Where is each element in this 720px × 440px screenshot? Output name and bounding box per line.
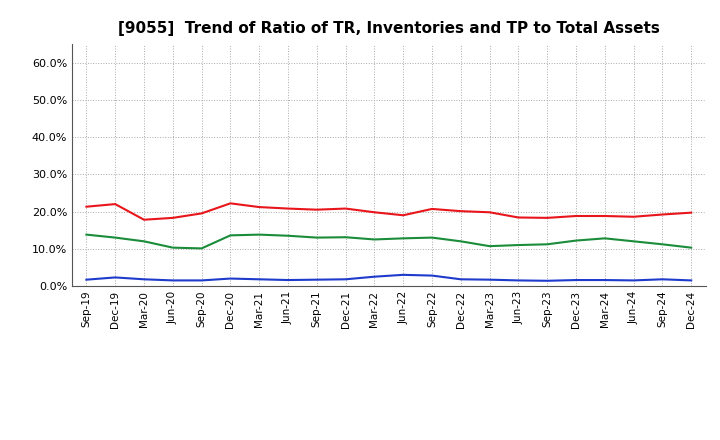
Inventories [687, 278, 696, 283]
Trade Receivables [197, 211, 206, 216]
Trade Receivables [370, 209, 379, 215]
Trade Payables [111, 235, 120, 240]
Trade Receivables [687, 210, 696, 215]
Inventories [312, 277, 321, 282]
Inventories [284, 277, 292, 282]
Inventories [226, 276, 235, 281]
Trade Payables [82, 232, 91, 237]
Trade Receivables [485, 209, 494, 215]
Trade Payables [226, 233, 235, 238]
Trade Payables [341, 235, 350, 240]
Trade Payables [140, 238, 148, 244]
Trade Payables [370, 237, 379, 242]
Trade Receivables [456, 209, 465, 214]
Inventories [255, 277, 264, 282]
Inventories [514, 278, 523, 283]
Trade Receivables [284, 206, 292, 211]
Inventories [399, 272, 408, 278]
Trade Receivables [629, 214, 638, 220]
Trade Receivables [341, 206, 350, 211]
Inventories [140, 277, 148, 282]
Inventories [658, 277, 667, 282]
Trade Payables [485, 243, 494, 249]
Trade Payables [658, 242, 667, 247]
Trade Payables [399, 236, 408, 241]
Line: Trade Receivables: Trade Receivables [86, 203, 691, 220]
Inventories [82, 277, 91, 282]
Trade Receivables [658, 212, 667, 217]
Inventories [428, 273, 436, 278]
Trade Payables [284, 233, 292, 238]
Trade Payables [168, 245, 177, 250]
Trade Receivables [600, 213, 609, 219]
Trade Payables [543, 242, 552, 247]
Trade Receivables [168, 215, 177, 220]
Trade Payables [312, 235, 321, 240]
Title: [9055]  Trend of Ratio of TR, Inventories and TP to Total Assets: [9055] Trend of Ratio of TR, Inventories… [118, 21, 660, 36]
Trade Receivables [111, 202, 120, 207]
Inventories [543, 278, 552, 283]
Trade Payables [255, 232, 264, 237]
Trade Payables [428, 235, 436, 240]
Trade Payables [572, 238, 580, 243]
Line: Trade Payables: Trade Payables [86, 235, 691, 249]
Inventories [600, 277, 609, 282]
Trade Receivables [572, 213, 580, 219]
Inventories [168, 278, 177, 283]
Trade Payables [629, 238, 638, 244]
Trade Payables [514, 242, 523, 248]
Inventories [197, 278, 206, 283]
Trade Receivables [312, 207, 321, 213]
Inventories [456, 277, 465, 282]
Trade Payables [197, 246, 206, 251]
Inventories [572, 277, 580, 282]
Trade Receivables [140, 217, 148, 222]
Trade Receivables [543, 215, 552, 220]
Trade Payables [600, 236, 609, 241]
Inventories [341, 277, 350, 282]
Trade Receivables [399, 213, 408, 218]
Trade Receivables [255, 205, 264, 210]
Inventories [485, 277, 494, 282]
Trade Payables [456, 238, 465, 244]
Line: Inventories: Inventories [86, 275, 691, 281]
Trade Receivables [226, 201, 235, 206]
Trade Receivables [428, 206, 436, 212]
Trade Receivables [514, 215, 523, 220]
Inventories [370, 274, 379, 279]
Trade Payables [687, 245, 696, 250]
Inventories [629, 278, 638, 283]
Inventories [111, 275, 120, 280]
Trade Receivables [82, 204, 91, 209]
